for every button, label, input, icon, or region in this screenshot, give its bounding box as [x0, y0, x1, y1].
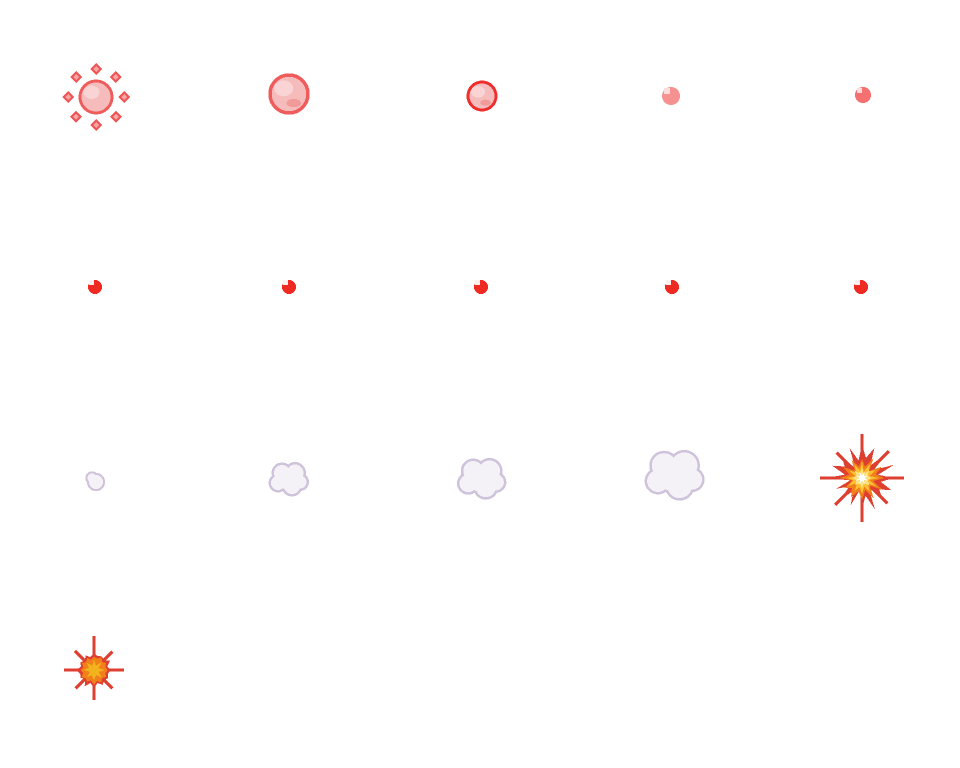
sprite-explosion-frame-1 [820, 434, 904, 522]
sprite-bubble-pop-frame-5 [855, 87, 871, 103]
sprite-bubble-pop-frame-1 [62, 63, 130, 131]
sprite-hit-flash-frame-4 [665, 280, 679, 294]
sprite-explosion-frame-2 [64, 636, 124, 700]
sprite-hit-flash-frame-2 [282, 280, 296, 294]
sprite-hit-flash-frame-3 [474, 280, 488, 294]
sprite-smoke-puff-frame-2 [268, 462, 309, 497]
sprite-smoke-puff-frame-4 [644, 449, 705, 501]
sprite-smoke-puff-frame-3 [457, 457, 507, 500]
sprite-bubble-pop-frame-4 [662, 87, 680, 105]
sprite-hit-flash-frame-5 [854, 280, 868, 294]
sprite-bubble-pop-frame-2 [268, 73, 310, 115]
sprite-smoke-puff-frame-1 [85, 471, 106, 492]
sprite-hit-flash-frame-1 [88, 280, 102, 294]
sprite-bubble-pop-frame-3 [466, 80, 498, 112]
